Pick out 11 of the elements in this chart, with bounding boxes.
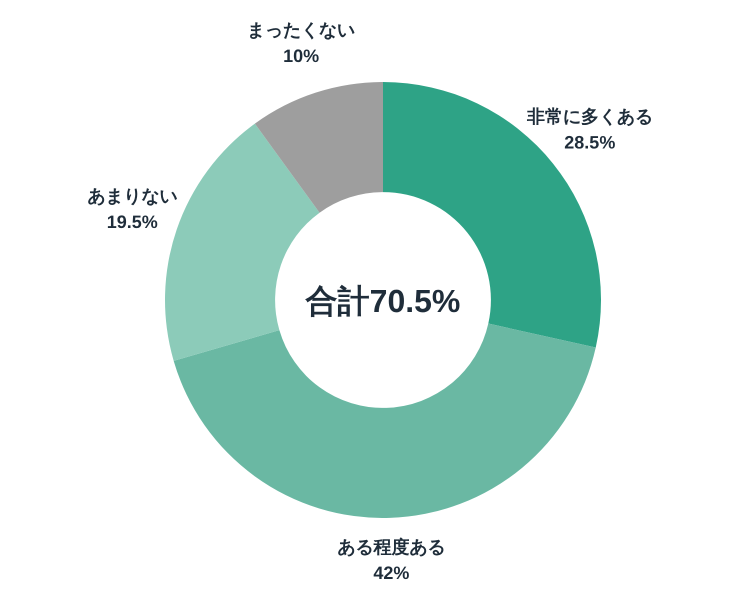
slice-label: 非常に多くある <box>526 106 653 126</box>
data-label: 28.5% <box>564 132 616 152</box>
data-label: 10% <box>283 46 320 66</box>
donut-slice <box>174 324 596 518</box>
data-label: 42% <box>373 562 410 583</box>
slice-label: まったくない <box>247 20 356 40</box>
donut-slice <box>254 82 383 213</box>
slice-label: あまりない <box>87 186 178 206</box>
data-label: 19.5% <box>106 212 158 232</box>
text: 合計70.5% <box>304 283 460 319</box>
slice-label: ある程度ある <box>337 536 446 557</box>
